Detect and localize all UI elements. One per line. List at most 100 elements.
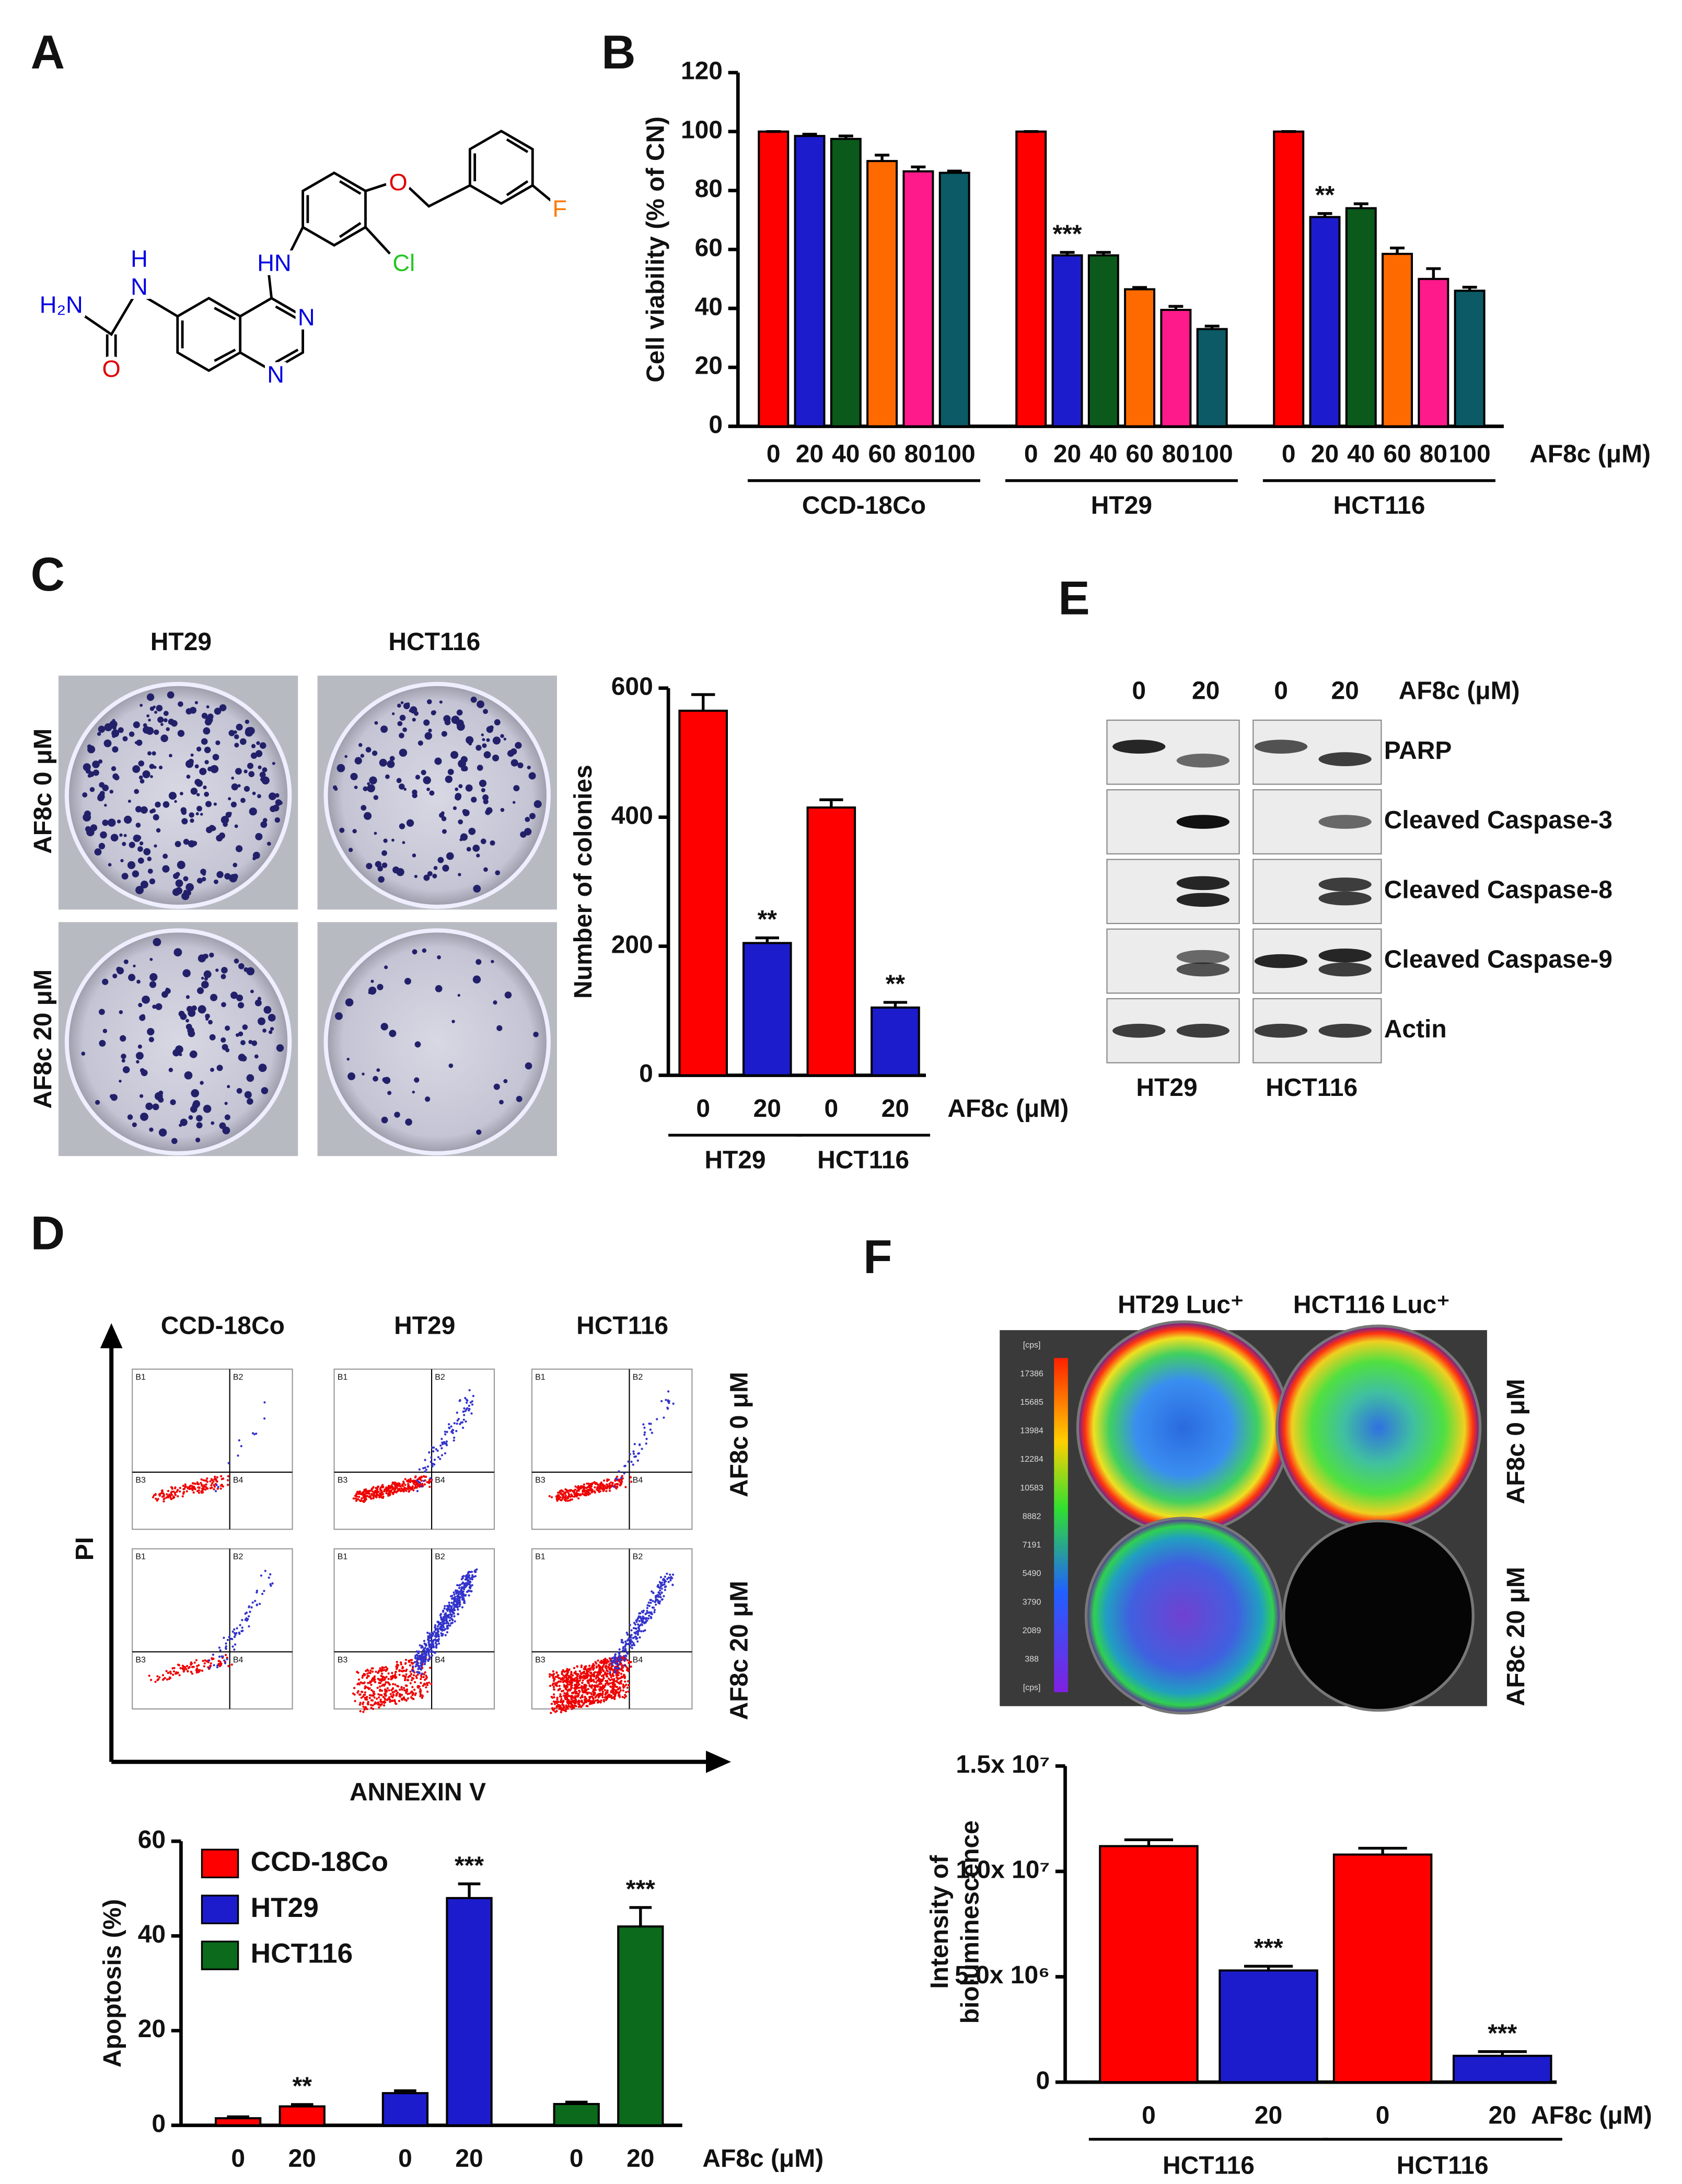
event: [593, 1673, 595, 1675]
event: [425, 1469, 427, 1471]
event: [564, 1709, 567, 1713]
event: [356, 1495, 358, 1498]
event: [380, 1680, 383, 1682]
colony: [421, 770, 426, 776]
x-tick-label: 100: [934, 440, 976, 468]
colony: [218, 832, 225, 839]
colony: [99, 1039, 106, 1047]
panel-letter: B: [601, 26, 635, 79]
colony: [129, 841, 135, 848]
event: [183, 1490, 185, 1494]
event: [625, 1669, 629, 1671]
significance: **: [1315, 181, 1335, 209]
event: [571, 1498, 573, 1501]
event: [448, 1427, 451, 1429]
event: [423, 1480, 425, 1482]
event: [587, 1682, 590, 1684]
event: [593, 1664, 596, 1667]
event: [550, 1674, 553, 1677]
colony: [489, 725, 494, 730]
bar: [215, 2117, 262, 2127]
event: [588, 1696, 591, 1698]
event: [606, 1480, 609, 1482]
event: [363, 1672, 365, 1675]
colony: [367, 748, 371, 751]
event: [380, 1689, 384, 1692]
band: [1318, 752, 1372, 766]
event: [663, 1416, 665, 1419]
event: [446, 1430, 448, 1434]
event: [576, 1675, 579, 1678]
event: [391, 1672, 393, 1674]
quadrant-label: B4: [633, 1476, 643, 1485]
event: [622, 1689, 624, 1692]
x-tick-label: 20: [1311, 440, 1339, 468]
legend-label: HCT116: [251, 1938, 353, 1969]
event: [619, 1661, 621, 1663]
event: [561, 1672, 563, 1675]
event: [630, 1661, 632, 1663]
event: [424, 1647, 426, 1649]
legend-swatch: [201, 1894, 239, 1924]
event: [569, 1495, 572, 1498]
event: [270, 1585, 272, 1587]
colony: [152, 751, 156, 756]
event: [358, 1496, 361, 1498]
colony: [451, 715, 460, 724]
event: [168, 1678, 170, 1680]
event: [645, 1438, 648, 1440]
event: [226, 1658, 228, 1660]
colony: [149, 957, 153, 961]
event: [560, 1680, 562, 1683]
event: [410, 1696, 413, 1698]
event: [598, 1669, 601, 1671]
event: [387, 1682, 390, 1685]
colony: [211, 1121, 215, 1125]
event: [178, 1674, 181, 1677]
event: [212, 1480, 215, 1483]
event: [562, 1681, 564, 1683]
colony: [190, 788, 198, 795]
event: [614, 1671, 617, 1674]
event: [636, 1459, 639, 1462]
colony: [154, 1092, 163, 1101]
event: [423, 1483, 426, 1486]
event: [182, 1493, 185, 1495]
colony: [163, 711, 169, 717]
colony: [500, 734, 504, 738]
colony: [476, 1129, 482, 1135]
colony: [198, 1005, 206, 1014]
colony: [466, 736, 474, 744]
colony: [169, 754, 172, 758]
event: [409, 1477, 412, 1480]
event: [606, 1483, 608, 1486]
quadrant-label: B4: [633, 1656, 643, 1665]
event: [453, 1436, 456, 1439]
event: [566, 1496, 570, 1498]
event: [188, 1666, 191, 1669]
event: [443, 1607, 446, 1610]
event: [630, 1481, 633, 1483]
event: [598, 1689, 601, 1692]
event: [590, 1666, 593, 1669]
event: [409, 1670, 412, 1673]
colony: [465, 784, 473, 792]
event: [571, 1707, 573, 1711]
event: [470, 1570, 473, 1573]
event: [171, 1667, 174, 1670]
event: [217, 1660, 220, 1662]
colony: [492, 736, 501, 745]
cell-label: HCT116: [1266, 1074, 1358, 1102]
event: [646, 1604, 649, 1607]
event: [647, 1611, 650, 1614]
event: [412, 1480, 415, 1482]
event: [380, 1694, 383, 1696]
event: [418, 1468, 421, 1471]
event: [457, 1613, 459, 1615]
event: [404, 1677, 407, 1680]
event: [576, 1665, 578, 1668]
event: [188, 1486, 191, 1488]
colony: [366, 863, 373, 870]
event: [589, 1487, 592, 1490]
event: [559, 1688, 561, 1690]
